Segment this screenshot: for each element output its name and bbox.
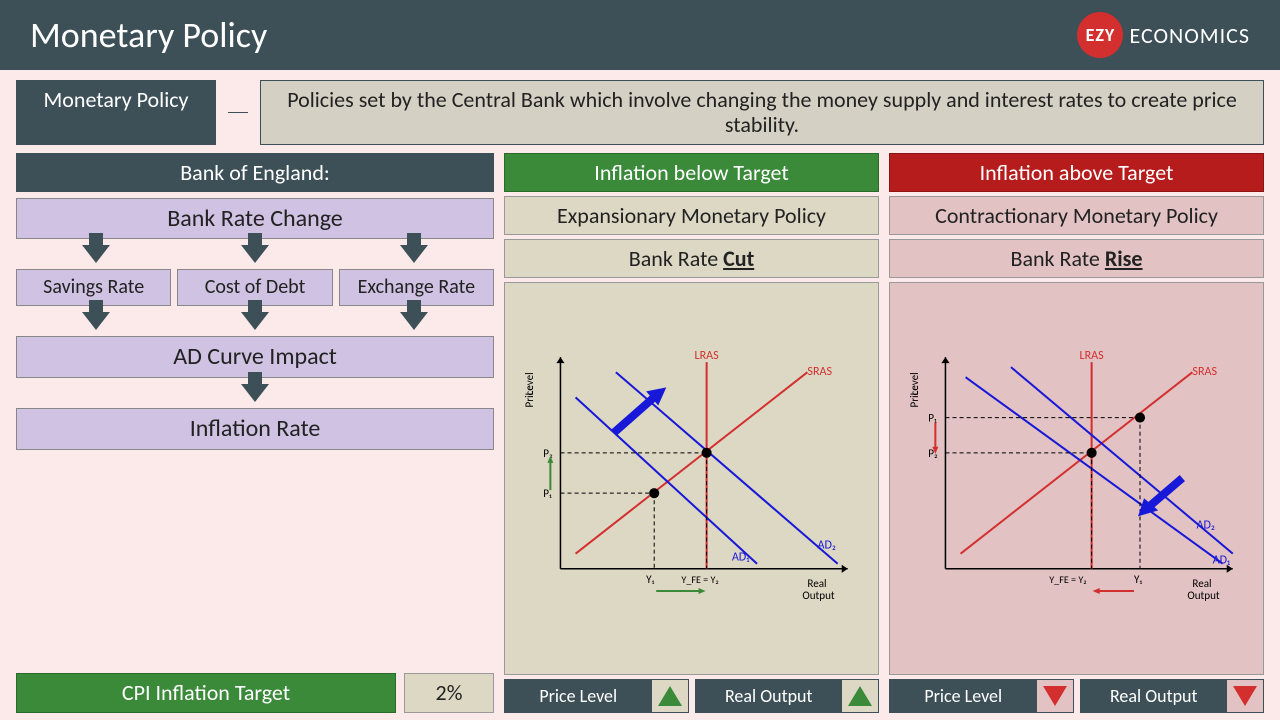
logo: EZY ECONOMICS: [1077, 12, 1250, 58]
below-policy: Expansionary Monetary Policy: [504, 196, 879, 235]
definition-text: Policies set by the Central Bank which i…: [260, 80, 1264, 145]
down-triangle-icon: [1037, 680, 1073, 712]
svg-text:Output: Output: [1187, 589, 1220, 603]
down-arrow-icon: [82, 245, 110, 263]
svg-text:AD₁: AD₁: [1213, 553, 1230, 568]
below-price-indicator: Price Level: [504, 679, 689, 713]
price-level-label: Price Level: [890, 681, 1037, 711]
above-indicators: Price Level Real Output: [889, 679, 1264, 713]
down-arrow-icon: [82, 312, 110, 330]
above-rate-action: Bank Rate Rise: [889, 239, 1264, 278]
down-arrow-icon: [241, 384, 269, 402]
svg-text:SRAS: SRAS: [1192, 365, 1217, 380]
svg-text:Level: Level: [907, 373, 921, 396]
arrow-row-2: [16, 312, 494, 330]
arrow-row-1: [16, 245, 494, 263]
svg-text:Y_FE = Y₂: Y_FE = Y₂: [681, 573, 718, 586]
connector-line: [228, 112, 248, 113]
svg-text:P₁: P₁: [928, 411, 937, 425]
logo-icon: EZY: [1077, 12, 1123, 58]
up-triangle-icon: [842, 680, 878, 712]
content-area: Monetary Policy Policies set by the Cent…: [0, 70, 1280, 720]
rate-prefix: Bank Rate: [629, 245, 723, 272]
real-output-label: Real Output: [1081, 681, 1228, 711]
price-level-label: Price Level: [505, 681, 652, 711]
scenario-above: Inflation above Target Contractionary Mo…: [889, 153, 1264, 713]
svg-text:Y_FE = Y₂: Y_FE = Y₂: [1049, 573, 1086, 586]
scenarios-area: Inflation below Target Expansionary Mone…: [504, 153, 1264, 713]
svg-text:P₂: P₂: [543, 446, 553, 460]
svg-text:Level: Level: [522, 373, 536, 396]
above-chart: Price Level Real Output LRAS SRAS AD₂: [889, 282, 1264, 674]
transmission-column: Bank of England: Bank Rate Change Saving…: [16, 153, 494, 713]
below-indicators: Price Level Real Output: [504, 679, 879, 713]
below-chart: Price Level Real Output LRAS SRAS AD₁: [504, 282, 879, 674]
target-value: 2%: [404, 673, 494, 712]
definition-row: Monetary Policy Policies set by the Cent…: [16, 80, 1264, 145]
below-title: Inflation below Target: [504, 153, 879, 192]
svg-text:Y₁: Y₁: [646, 572, 654, 586]
page-title: Monetary Policy: [30, 13, 267, 57]
definition-label: Monetary Policy: [16, 80, 216, 145]
arrow-row-3: [16, 384, 494, 402]
header-bar: Monetary Policy EZY ECONOMICS: [0, 0, 1280, 70]
svg-text:Output: Output: [802, 589, 835, 603]
main-grid: Bank of England: Bank Rate Change Saving…: [16, 153, 1264, 713]
rate-action: Rise: [1105, 245, 1143, 272]
down-arrow-icon: [400, 245, 428, 263]
svg-text:AD₁: AD₁: [732, 550, 749, 565]
svg-text:SRAS: SRAS: [807, 365, 832, 380]
logo-text: ECONOMICS: [1129, 22, 1250, 49]
below-output-indicator: Real Output: [695, 679, 880, 713]
below-rate-action: Bank Rate Cut: [504, 239, 879, 278]
svg-text:Y₁: Y₁: [1134, 572, 1142, 586]
above-title: Inflation above Target: [889, 153, 1264, 192]
above-price-indicator: Price Level: [889, 679, 1074, 713]
down-arrow-icon: [241, 312, 269, 330]
inflation-rate-box: Inflation Rate: [16, 408, 494, 450]
above-policy: Contractionary Monetary Policy: [889, 196, 1264, 235]
down-arrow-icon: [400, 312, 428, 330]
target-label: CPI Inflation Target: [16, 673, 396, 712]
svg-text:LRAS: LRAS: [1080, 349, 1105, 364]
target-row: CPI Inflation Target 2%: [16, 673, 494, 712]
above-output-indicator: Real Output: [1080, 679, 1265, 713]
real-output-label: Real Output: [696, 681, 843, 711]
up-triangle-icon: [652, 680, 688, 712]
svg-text:LRAS: LRAS: [695, 349, 720, 364]
bank-header: Bank of England:: [16, 153, 494, 192]
down-arrow-icon: [241, 245, 269, 263]
down-triangle-icon: [1227, 680, 1263, 712]
rate-action: Cut: [723, 245, 754, 272]
rate-prefix: Bank Rate: [1010, 245, 1104, 272]
svg-text:AD₂: AD₂: [818, 538, 836, 553]
scenario-below: Inflation below Target Expansionary Mone…: [504, 153, 879, 713]
